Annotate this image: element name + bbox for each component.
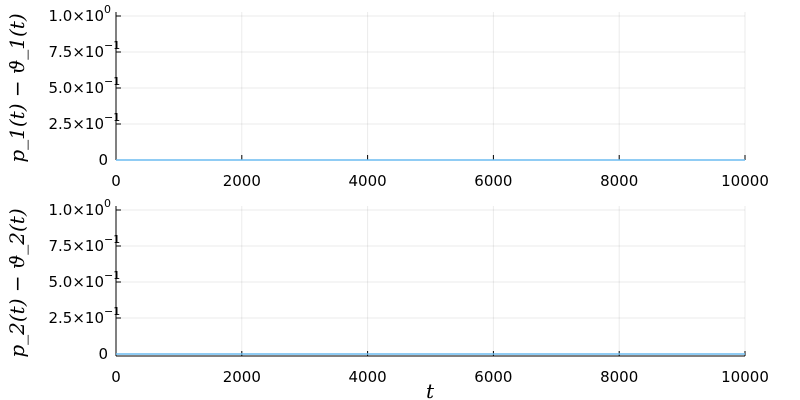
y-axis-label-1: p_1(t) − ϑ_1(t) xyxy=(5,13,29,162)
x-tick-label: 8000 xyxy=(600,172,638,190)
x-tick-label: 2000 xyxy=(223,172,261,190)
y-tick-exponent: 0 xyxy=(104,3,111,16)
y-tick-label: 1.0×10 xyxy=(48,7,104,25)
y-tick-label: 5.0×10 xyxy=(48,273,104,291)
y-tick-exponent: −1 xyxy=(104,75,120,88)
y-tick-exponent: −1 xyxy=(104,111,120,124)
y-tick-exponent: −1 xyxy=(104,233,120,246)
y-tick-label: 2.5×10 xyxy=(48,115,104,133)
y-tick-label: 1.0×10 xyxy=(48,201,104,219)
y-tick-exponent: −1 xyxy=(104,305,120,318)
y-tick-exponent: −1 xyxy=(104,269,120,282)
y-tick-label: 2.5×10 xyxy=(48,309,104,327)
y-tick-exponent: −1 xyxy=(104,39,120,52)
y-tick-exponent: 0 xyxy=(104,197,111,210)
x-tick-label: 6000 xyxy=(474,368,512,386)
y-tick-label: 5.0×10 xyxy=(48,79,104,97)
x-tick-label: 0 xyxy=(111,172,121,190)
x-tick-label: 2000 xyxy=(223,368,261,386)
y-tick-label: 7.5×10 xyxy=(48,237,104,255)
x-tick-label: 0 xyxy=(111,368,121,386)
y-tick-label: 7.5×10 xyxy=(48,43,104,61)
x-tick-label: 4000 xyxy=(349,172,387,190)
x-tick-label: 10000 xyxy=(721,368,769,386)
x-tick-label: 10000 xyxy=(721,172,769,190)
x-tick-label: 4000 xyxy=(349,368,387,386)
x-axis-label: t xyxy=(426,379,435,400)
y-axis-label-2: p_2(t) − ϑ_2(t) xyxy=(5,208,29,357)
y-tick-label: 0 xyxy=(98,345,108,363)
x-tick-label: 8000 xyxy=(600,368,638,386)
x-tick-label: 6000 xyxy=(474,172,512,190)
y-tick-label: 0 xyxy=(98,151,108,169)
